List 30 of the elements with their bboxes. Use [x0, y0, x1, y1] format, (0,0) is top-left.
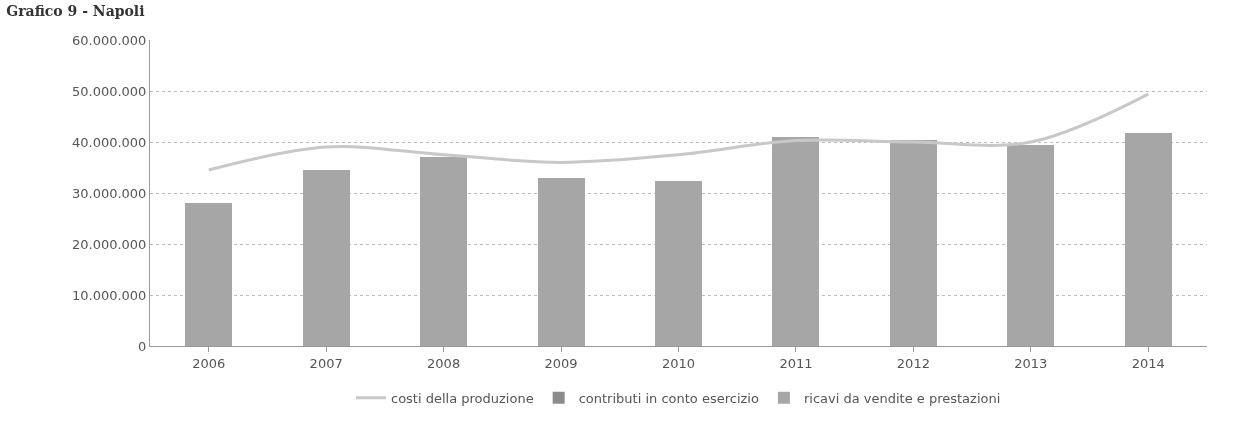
line-series: [207, 92, 1150, 172]
y-tick-label: 50.000.000: [71, 83, 147, 99]
x-tick-label: 2008: [427, 355, 461, 371]
chart-title: Grafico 9 - Napoli: [6, 3, 145, 20]
y-tick-label: 40.000.000: [71, 134, 147, 150]
x-tick-label: 2013: [1014, 355, 1048, 371]
x-tick-label: 2010: [661, 355, 696, 371]
bar: [1007, 144, 1055, 346]
legend-label: costi della produzione: [391, 390, 534, 406]
x-tick-label: 2014: [1131, 355, 1165, 371]
bar: [420, 157, 468, 346]
y-tick-label: 20.000.000: [71, 236, 147, 252]
bar: [1124, 133, 1172, 346]
legend-label: ricavi da vendite e prestazioni: [803, 390, 1001, 406]
x-tick-label: 2006: [192, 355, 226, 371]
bar: [185, 203, 233, 346]
bar: [889, 139, 937, 346]
bar: [537, 177, 585, 346]
x-tick-label: 2012: [896, 355, 930, 371]
bar: [655, 180, 702, 346]
y-tick-label: 30.000.000: [71, 185, 147, 201]
x-tick-label: 2009: [544, 355, 578, 371]
x-tick-label: 2007: [309, 355, 343, 371]
y-tick-label: 0: [138, 338, 147, 354]
bar: [302, 170, 350, 346]
bar: [772, 136, 820, 346]
y-tick-label: 60.000.000: [71, 32, 147, 48]
y-tick-label: 10.000.000: [71, 287, 147, 303]
x-tick-label: 2011: [779, 355, 813, 371]
legend-label: contributi in conto esercizio: [578, 390, 759, 406]
